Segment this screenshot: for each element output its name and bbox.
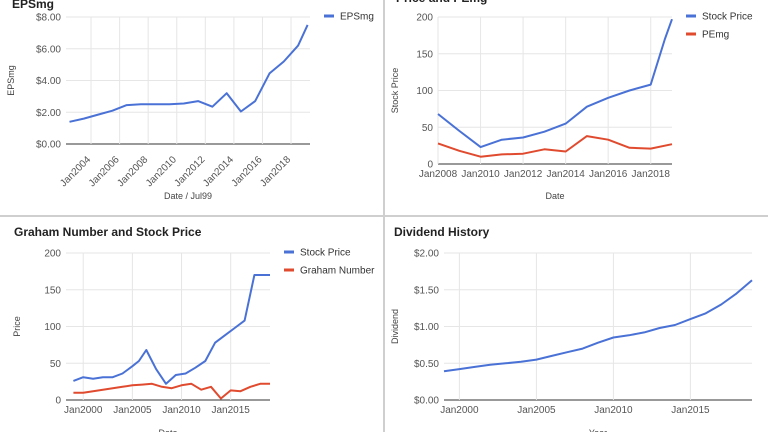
x-tick-label: Jan2010 <box>162 405 201 416</box>
series-line-0 <box>437 18 673 149</box>
chart-title: Dividend History <box>394 225 490 239</box>
chart-panel-graham: Graham Number and Stock Price 0 50 100 150 20… <box>0 218 382 432</box>
y-tick-label: $8.00 <box>36 13 61 24</box>
chart-price-pe: Price and PEmg 0 50 100 150 200 Jan2008Jan2010… <box>390 0 753 201</box>
x-tick-label: Jan2015 <box>671 405 710 416</box>
legend-label: Graham Number <box>300 266 375 277</box>
horizontal-divider <box>0 215 768 217</box>
x-axis-title: Date <box>545 191 564 201</box>
y-tick-label: 50 <box>422 123 434 134</box>
x-tick-label: Jan2012 <box>504 169 543 180</box>
y-tick-label: $0.00 <box>36 140 61 151</box>
chart-panel-eps: EPSmg $0.00 $2.00 $4.00 $6.00 $8.00 Jan2004 Jan… <box>0 0 382 214</box>
y-tick-label: $0.00 <box>414 396 439 407</box>
y-tick-label: $6.00 <box>36 44 61 55</box>
legend-label: PEmg <box>702 30 729 41</box>
x-tick-label: Jan2018 <box>258 154 293 189</box>
chart-title: Graham Number and Stock Price <box>14 225 202 239</box>
x-tick-label: Jan2005 <box>517 405 556 416</box>
y-tick-label: $0.50 <box>414 359 439 370</box>
y-tick-label: 50 <box>50 359 62 370</box>
y-axis-title: Dividend <box>390 309 400 344</box>
series-line-0 <box>443 279 753 373</box>
y-tick-label: 0 <box>427 160 433 171</box>
y-tick-label: $1.00 <box>414 322 439 333</box>
y-tick-label: 100 <box>44 322 61 333</box>
x-axis-title: Year <box>589 428 607 432</box>
chart-title: EPSmg <box>12 0 54 11</box>
y-tick-label: 200 <box>44 249 61 260</box>
y-tick-label: $1.50 <box>414 285 439 296</box>
x-tick-label: Jan2005 <box>113 405 152 416</box>
x-tick-label: Jan2000 <box>440 405 479 416</box>
x-axis-title: Date <box>158 428 177 432</box>
y-tick-label: $2.00 <box>414 249 439 260</box>
series-line-0 <box>69 24 309 123</box>
chart-title: Price and PEmg <box>396 0 487 5</box>
chart-eps: EPSmg$0.00$2.00$4.00$6.00$8.00Jan2004Jan… <box>6 0 374 201</box>
x-tick-label: Jan2018 <box>632 169 671 180</box>
x-tick-label: Jan2000 <box>64 405 103 416</box>
series-line-1 <box>437 135 673 158</box>
y-tick-label: 150 <box>416 49 433 60</box>
y-tick-label: 150 <box>44 285 61 296</box>
x-tick-label: Jan2016 <box>589 169 628 180</box>
legend-label: Stock Price <box>300 248 351 259</box>
y-tick-label: 200 <box>416 13 433 24</box>
y-axis-title: Stock Price <box>390 68 400 114</box>
legend-label: Stock Price <box>702 12 753 23</box>
chart-graham: Graham Number and Stock Price 0 50 100 150 20… <box>12 225 375 432</box>
series-line-1 <box>73 382 270 400</box>
y-tick-label: $4.00 <box>36 76 61 87</box>
x-tick-label: Jan2010 <box>461 169 500 180</box>
x-tick-label: Jan2010 <box>594 405 633 416</box>
series-line-0 <box>73 274 270 385</box>
chart-panel-dividend: Dividend History $0.00 $0.50 $1.00 $1.50 $2.0… <box>386 218 768 432</box>
chart-dividend: Dividend History $0.00 $0.50 $1.00 $1.50 $2.0… <box>390 225 753 432</box>
y-tick-label: $2.00 <box>36 108 61 119</box>
x-tick-label: Jan2008 <box>419 169 458 180</box>
legend-label: EPSmg <box>340 12 374 23</box>
y-axis-title: Price <box>12 316 22 337</box>
y-tick-label: 0 <box>55 396 61 407</box>
x-tick-label: Jan2014 <box>546 169 585 180</box>
y-axis-title: EPSmg <box>6 65 16 96</box>
chart-panel-price-pe: Price and PEmg 0 50 100 150 200 Jan2008Jan2010… <box>386 0 768 214</box>
x-tick-label: Jan2015 <box>211 405 250 416</box>
y-tick-label: 100 <box>416 86 433 97</box>
x-axis-title: Date / Jul99 <box>164 191 212 201</box>
